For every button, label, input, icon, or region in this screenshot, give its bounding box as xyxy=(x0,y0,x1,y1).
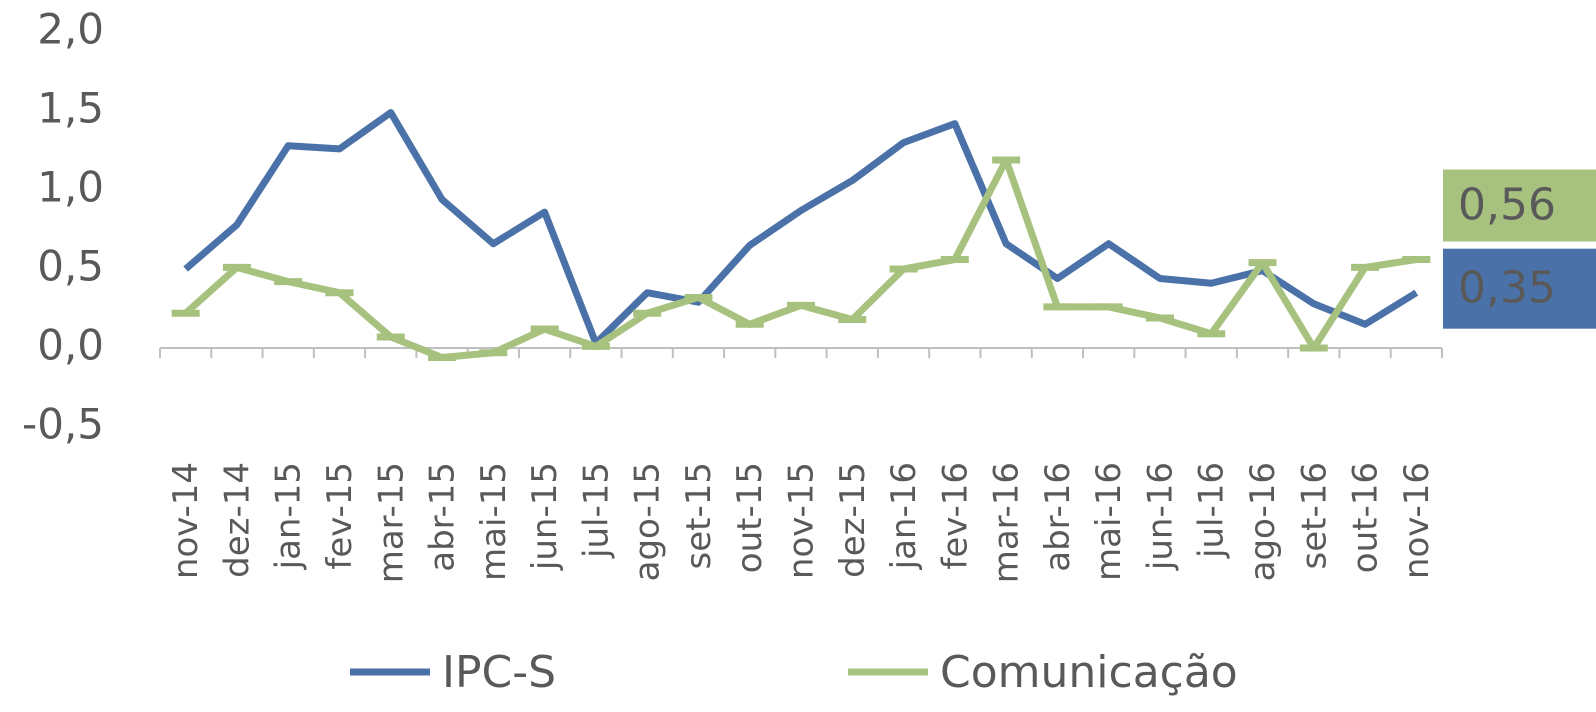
x-tick-label: jan-15 xyxy=(269,462,309,570)
x-tick-label: abr-16 xyxy=(1038,462,1078,572)
x-tick-label: nov-14 xyxy=(166,462,206,579)
x-tick-label: jul-15 xyxy=(576,462,616,559)
y-tick-label: -0,5 xyxy=(22,400,104,449)
x-tick-label: mar-15 xyxy=(371,462,411,583)
legend-label: Comunicação xyxy=(940,647,1238,698)
y-tick-label: 0,0 xyxy=(37,321,104,370)
x-tick-label: abr-15 xyxy=(423,462,463,572)
x-tick-label: out-16 xyxy=(1346,462,1386,573)
series-line xyxy=(183,109,1419,347)
x-tick-label: out-15 xyxy=(730,462,770,573)
y-tick-label: 1,0 xyxy=(37,163,104,212)
value-label-box xyxy=(1443,248,1596,329)
value-label: 0,35 xyxy=(1458,263,1556,314)
x-tick-label: nov-16 xyxy=(1397,462,1437,579)
x-tick-label: mai-16 xyxy=(1089,462,1129,581)
legend-label: IPC-S xyxy=(442,647,556,698)
x-tick-label: nov-15 xyxy=(782,462,822,579)
y-tick-label: 0,5 xyxy=(37,242,104,291)
x-tick-label: dez-14 xyxy=(217,462,257,578)
x-tick-label: ago-16 xyxy=(1243,462,1283,581)
series-line xyxy=(183,156,1417,361)
x-tick-label: set-16 xyxy=(1294,462,1334,570)
value-label-box xyxy=(1443,169,1596,242)
x-tick-label: mar-16 xyxy=(987,462,1027,583)
y-tick-label: 1,5 xyxy=(37,84,104,133)
x-tick-label: dez-15 xyxy=(833,462,873,578)
x-tick-label: jul-16 xyxy=(1192,462,1232,559)
x-tick-label: mai-15 xyxy=(474,462,514,581)
y-tick-label: 2,0 xyxy=(37,5,104,54)
x-tick-label: jun-16 xyxy=(1140,462,1180,571)
x-tick-label: fev-16 xyxy=(935,462,975,570)
x-tick-label: set-15 xyxy=(679,462,719,570)
x-tick-label: fev-15 xyxy=(320,462,360,570)
x-tick-label: ago-15 xyxy=(628,462,668,581)
x-tick-label: jan-16 xyxy=(884,462,924,570)
value-label: 0,56 xyxy=(1458,180,1556,231)
x-tick-label: jun-15 xyxy=(525,462,565,571)
